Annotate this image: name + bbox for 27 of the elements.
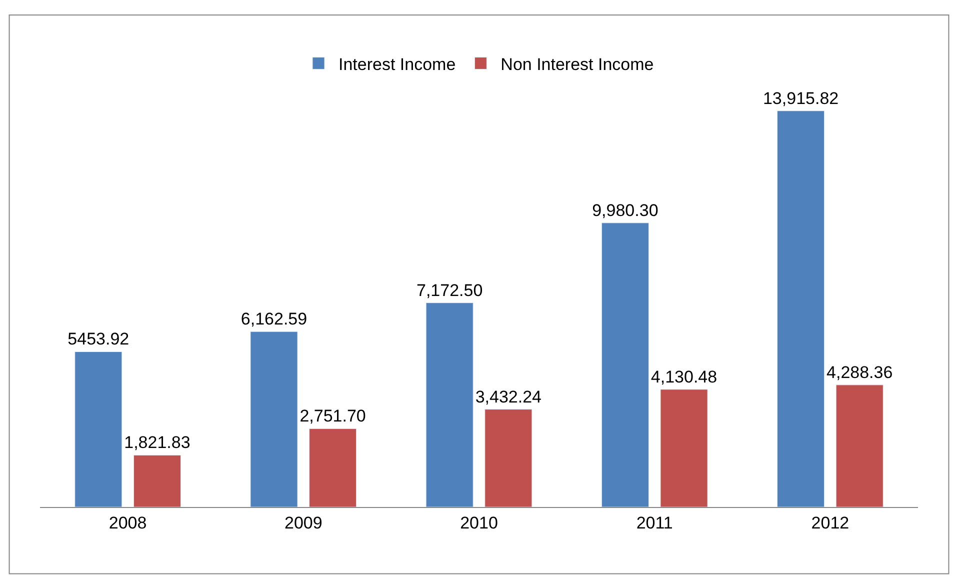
data-label: 13,915.82 [762, 88, 839, 108]
bar [484, 409, 532, 507]
x-tick-label: 2012 [811, 513, 850, 532]
data-label: 7,172.50 [416, 280, 483, 300]
bar [777, 110, 825, 507]
data-label: 9,980.30 [592, 200, 658, 220]
data-label: 6,162.59 [240, 310, 308, 329]
data-label: 1,821.83 [124, 433, 190, 452]
data-label: 5453.92 [68, 330, 130, 349]
x-tick-label: 2008 [108, 513, 147, 532]
bar [426, 302, 474, 507]
legend-label: Interest Income [338, 54, 456, 74]
bar [309, 428, 357, 507]
x-tick-label: 2009 [284, 513, 322, 532]
x-tick-label: 2011 [636, 513, 673, 532]
bar [836, 384, 884, 507]
bar [250, 331, 298, 507]
bar [133, 454, 181, 507]
data-label: 4,288.36 [826, 362, 893, 382]
data-label: 2,751.70 [300, 406, 366, 426]
data-label: 4,130.48 [650, 367, 718, 386]
x-tick-label: 2010 [460, 513, 498, 532]
legend-label: Non Interest Income [500, 54, 654, 74]
bar [660, 389, 708, 507]
bar [601, 222, 649, 507]
bar [74, 351, 122, 507]
data-label: 3,432.24 [475, 387, 542, 406]
